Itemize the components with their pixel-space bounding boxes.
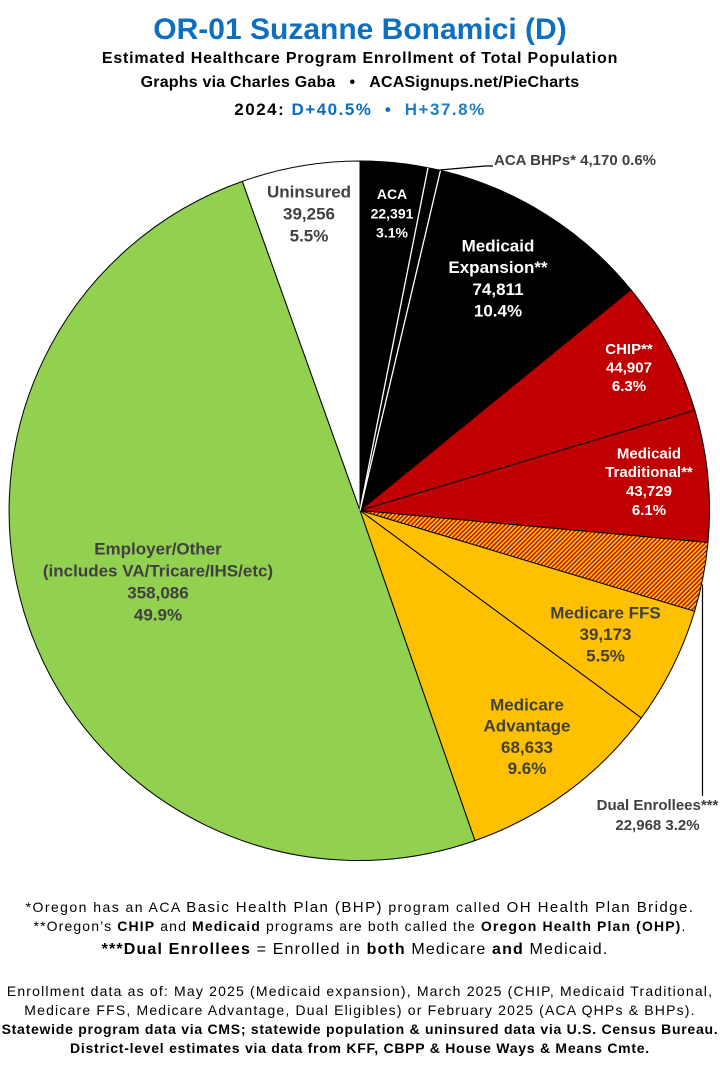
svg-text:Dual Enrollees***: Dual Enrollees***	[597, 797, 719, 814]
svg-text:74,811: 74,811	[472, 280, 523, 299]
svg-text:10.4%: 10.4%	[474, 302, 522, 321]
svg-text:Expansion**: Expansion**	[448, 258, 548, 277]
svg-text:5.5%: 5.5%	[586, 647, 625, 666]
svg-text:ACA BHPs* 4,170 0.6%: ACA BHPs* 4,170 0.6%	[494, 152, 656, 169]
svg-text:Medicare FFS: Medicare FFS	[550, 604, 661, 623]
svg-text:(includes VA/Tricare/IHS/etc): (includes VA/Tricare/IHS/etc)	[43, 562, 273, 581]
svg-text:Traditional**: Traditional**	[605, 464, 693, 481]
svg-text:6.3%: 6.3%	[612, 378, 646, 395]
svg-text:49.9%: 49.9%	[134, 606, 182, 625]
svg-text:ACA: ACA	[377, 186, 407, 202]
svg-text:358,086: 358,086	[127, 584, 188, 603]
svg-text:5.5%: 5.5%	[290, 227, 329, 246]
svg-text:43,729: 43,729	[626, 483, 672, 500]
svg-text:44,907: 44,907	[606, 360, 652, 377]
svg-text:Medicaid: Medicaid	[617, 446, 681, 463]
svg-text:CHIP**: CHIP**	[605, 341, 653, 358]
svg-text:3.1%: 3.1%	[376, 225, 408, 241]
svg-text:9.6%: 9.6%	[508, 759, 547, 778]
svg-text:Uninsured: Uninsured	[267, 183, 351, 202]
svg-text:Advantage: Advantage	[484, 717, 571, 736]
svg-text:22,968 3.2%: 22,968 3.2%	[615, 817, 699, 834]
svg-text:6.1%: 6.1%	[632, 502, 666, 519]
svg-text:68,633: 68,633	[501, 738, 553, 757]
svg-text:39,173: 39,173	[580, 625, 632, 644]
svg-text:39,256: 39,256	[283, 205, 335, 224]
svg-text:Medicaid: Medicaid	[462, 237, 535, 256]
svg-text:22,391: 22,391	[371, 206, 414, 222]
svg-text:Medicare: Medicare	[490, 696, 564, 715]
svg-text:Employer/Other: Employer/Other	[94, 540, 222, 559]
